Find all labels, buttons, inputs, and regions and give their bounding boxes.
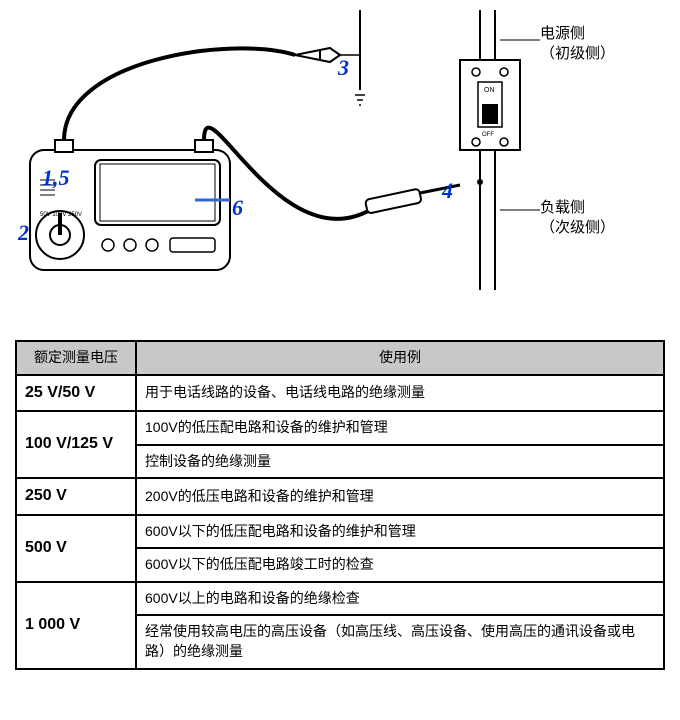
- header-voltage: 额定测量电压: [16, 341, 136, 375]
- voltage-cell: 25 V/50 V: [16, 375, 136, 411]
- svg-text:OFF: OFF: [482, 132, 494, 138]
- svg-text:50V 100V 250V: 50V 100V 250V: [40, 212, 82, 218]
- wiring-diagram: 50V 100V 250V ON OFF: [0, 0, 680, 300]
- callout-4: 4: [442, 178, 453, 204]
- voltage-cell: 100 V/125 V: [16, 411, 136, 478]
- table-row: 100 V/125 V100V的低压配电路和设备的维护和管理: [16, 411, 664, 445]
- example-cell: 100V的低压配电路和设备的维护和管理: [136, 411, 664, 445]
- svg-text:ON: ON: [484, 87, 495, 94]
- example-cell: 600V以下的低压配电路和设备的维护和管理: [136, 515, 664, 549]
- callout-3: 3: [338, 55, 349, 81]
- table-row: 250 V200V的低压电路和设备的维护和管理: [16, 478, 664, 514]
- table-row: 1 000 V600V以上的电路和设备的绝缘检查: [16, 582, 664, 616]
- header-example: 使用例: [136, 341, 664, 375]
- voltage-cell: 500 V: [16, 515, 136, 582]
- example-cell: 600V以上的电路和设备的绝缘检查: [136, 582, 664, 616]
- voltage-cell: 1 000 V: [16, 582, 136, 669]
- example-cell: 控制设备的绝缘测量: [136, 445, 664, 479]
- side-label: 负载侧（次级侧）: [540, 198, 615, 237]
- spec-table: 额定测量电压 使用例 25 V/50 V用于电话线路的设备、电话线电路的绝缘测量…: [15, 340, 665, 670]
- example-cell: 200V的低压电路和设备的维护和管理: [136, 478, 664, 514]
- example-cell: 用于电话线路的设备、电话线电路的绝缘测量: [136, 375, 664, 411]
- callout-2: 2: [18, 220, 29, 246]
- side-label: 电源侧（初级侧）: [540, 24, 615, 63]
- example-cell: 经常使用较高电压的高压设备（如高压线、高压设备、使用高压的通讯设备或电路）的绝缘…: [136, 615, 664, 668]
- table-row: 25 V/50 V用于电话线路的设备、电话线电路的绝缘测量: [16, 375, 664, 411]
- table-row: 500 V600V以下的低压配电路和设备的维护和管理: [16, 515, 664, 549]
- callout-6: 6: [232, 195, 243, 221]
- voltage-cell: 250 V: [16, 478, 136, 514]
- callout-1,5: 1,5: [42, 165, 70, 191]
- voltage-table: 额定测量电压 使用例 25 V/50 V用于电话线路的设备、电话线电路的绝缘测量…: [15, 340, 665, 670]
- example-cell: 600V以下的低压配电路竣工时的检查: [136, 548, 664, 582]
